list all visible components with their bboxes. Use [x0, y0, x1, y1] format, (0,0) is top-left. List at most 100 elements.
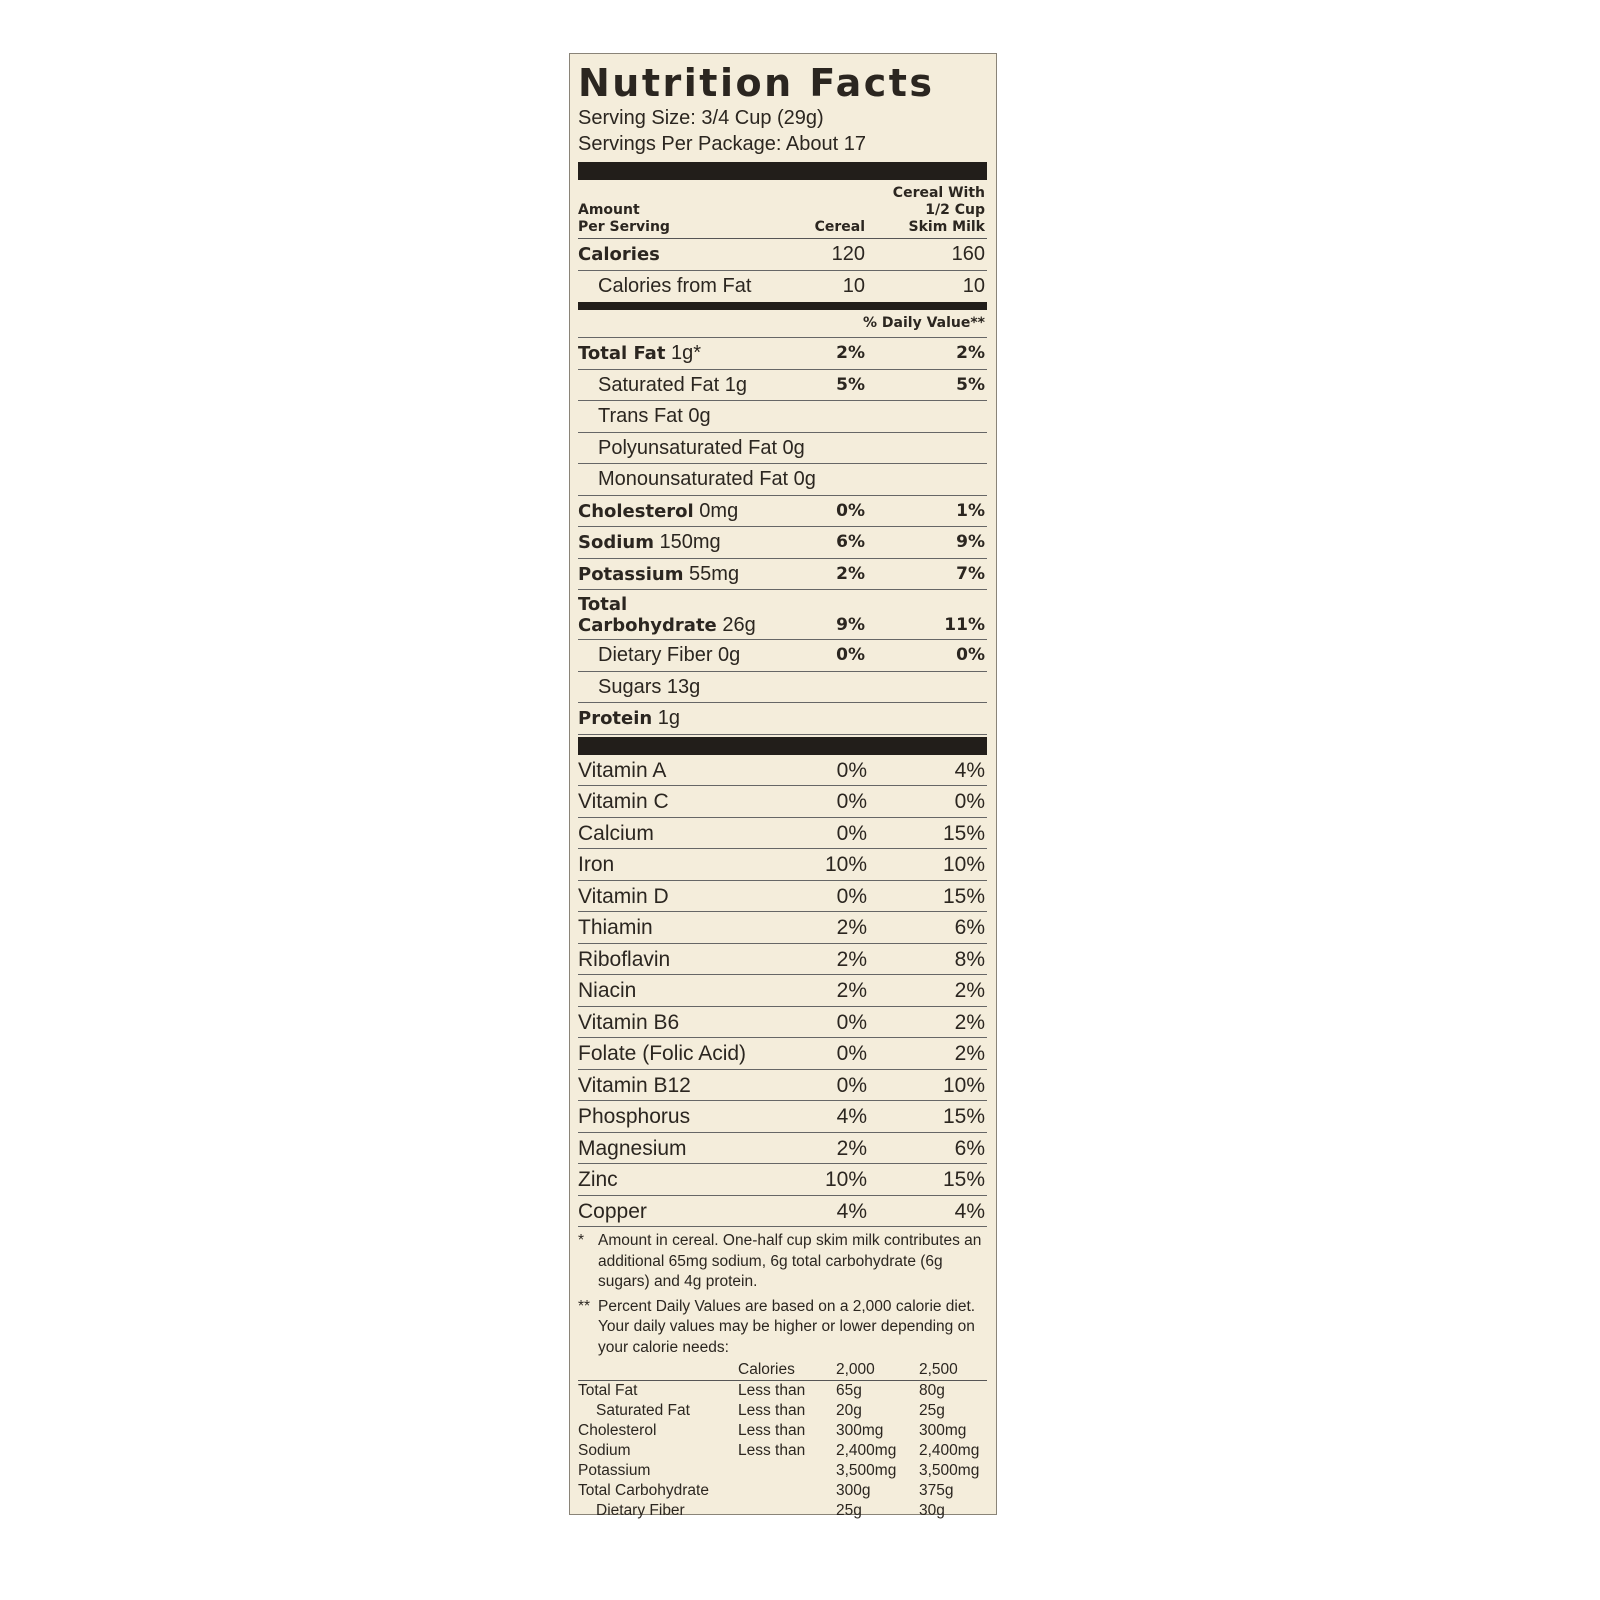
vitamin-name: Folate (Folic Acid)	[578, 1042, 747, 1065]
vitamin-row: Vitamin B12 0% 10%	[578, 1070, 987, 1101]
milk-dv: 5%	[956, 374, 985, 395]
vitamin-name: Iron	[578, 853, 615, 876]
vitamin-row: Niacin 2% 2%	[578, 975, 987, 1007]
milk-dv: 6%	[954, 1136, 985, 1160]
vitamin-row: Riboflavin 2% 8%	[578, 944, 987, 975]
daily-value-header: % Daily Value**	[578, 310, 987, 338]
footnote: * Amount in cereal. One-half cup skim mil…	[578, 1232, 982, 1290]
dv-table-row: Total Fat Less than 65g 80g	[578, 1382, 945, 1399]
cereal-dv: 2%	[836, 979, 867, 1002]
dv-table-row: Saturated Fat Less than 20g 25g	[596, 1402, 945, 1419]
vitamin-row: Zinc 10% 15%	[578, 1164, 987, 1196]
vitamin-row: Vitamin D 0% 15%	[578, 881, 987, 912]
divider-thick	[578, 736, 987, 755]
milk-dv: 6%	[954, 916, 985, 939]
milk-dv: 2%	[954, 1010, 985, 1034]
vitamin-row: Vitamin B6 0% 2%	[578, 1007, 987, 1038]
cereal-dv: 4%	[836, 1199, 867, 1223]
vitamin-name: Zinc	[578, 1168, 618, 1191]
calories-row: Calories 120 160	[578, 239, 987, 271]
milk-dv: 11%	[944, 615, 985, 635]
cereal-dv: 4%	[836, 1105, 867, 1128]
vitamin-name: Vitamin D	[578, 884, 669, 908]
vitamin-row: Vitamin A 0% 4%	[578, 755, 987, 786]
label-title: Nutrition Facts	[578, 61, 935, 105]
daily-value-reference-table: Calories 2,000 2,500 Total Fat Less than 65g 8…	[578, 1360, 987, 1521]
nutrient-row: Sodium 150mg 6% 9%	[578, 527, 987, 559]
nutrient-row: Monounsaturated Fat 0g	[578, 464, 987, 496]
nutrient-row: Protein 1g	[578, 703, 987, 735]
nutrient-name: Saturated Fat 1g	[598, 373, 747, 396]
nutrient-row: Cholesterol 0mg 0% 1%	[578, 496, 987, 527]
nutrient-name: Sugars 13g	[598, 675, 701, 698]
column-header: Amount Per Serving Cereal Cereal With 1/2 …	[578, 180, 987, 239]
cereal-dv: 0%	[836, 500, 865, 521]
nutrient-name: Cholesterol 0mg	[578, 499, 739, 522]
milk-dv: 0%	[954, 790, 985, 813]
cereal-dv: 2%	[836, 343, 865, 363]
vitamin-row: Magnesium 2% 6%	[578, 1133, 987, 1164]
cereal-dv: 2%	[836, 947, 867, 971]
milk-dv: 15%	[942, 1168, 985, 1191]
vitamin-row: Iron 10% 10%	[578, 849, 987, 881]
cereal-dv: 0%	[836, 790, 867, 813]
milk-dv: 2%	[954, 979, 985, 1002]
nutrient-name: Potassium 55mg	[578, 562, 740, 585]
vitamin-row: Phosphorus 4% 15%	[578, 1101, 987, 1133]
milk-dv: 1%	[956, 500, 985, 521]
calories-from-fat-row: Calories from Fat 10 10	[598, 274, 985, 297]
vitamin-name: Vitamin A	[578, 758, 667, 782]
nutrient-row: Sugars 13g	[578, 672, 987, 703]
vitamin-name: Niacin	[578, 979, 637, 1002]
cereal-dv: 9%	[836, 615, 865, 635]
dv-table-row: Dietary Fiber 25g 30g	[596, 1502, 945, 1519]
milk-dv: 7%	[956, 563, 985, 584]
dv-table-row: Potassium 3,500mg 3,500mg	[578, 1462, 980, 1479]
vitamin-name: Riboflavin	[578, 947, 671, 971]
vitamin-row: Thiamin 2% 6%	[578, 912, 987, 944]
nutrient-name: Sodium 150mg	[578, 531, 721, 553]
cereal-dv: 0%	[836, 1042, 867, 1065]
cereal-column-header: Cereal	[814, 219, 865, 235]
dv-table-row: Sodium Less than 2,400mg 2,400mg	[578, 1442, 980, 1459]
nutrient-name: Monounsaturated Fat 0g	[598, 468, 816, 490]
vitamin-name: Calcium	[578, 821, 654, 845]
milk-dv: 0%	[956, 645, 985, 665]
cereal-dv: 0%	[836, 1073, 867, 1097]
milk-dv: 8%	[954, 947, 985, 971]
cereal-dv: 0%	[836, 821, 867, 845]
nutrient-name: Polyunsaturated Fat 0g	[598, 436, 805, 459]
milk-dv: 10%	[942, 853, 985, 876]
nutrient-name: Protein 1g	[578, 707, 681, 729]
vitamin-row: Folate (Folic Acid) 0% 2%	[578, 1038, 987, 1070]
nutrient-name: Trans Fat 0g	[598, 405, 711, 427]
nutrient-list: Total Fat 1g* 2% 2% Saturated Fat 1g 5% 5% Tra…	[578, 338, 987, 735]
vitamin-name: Copper	[578, 1199, 647, 1223]
divider-medium	[578, 302, 987, 310]
nutrient-row: Total Fat 1g* 2% 2%	[578, 338, 987, 370]
nutrient-row: Total Carbohydrate 26g 9% 11%	[578, 590, 987, 640]
vitamin-name: Thiamin	[578, 916, 653, 939]
cereal-dv: 0%	[836, 884, 867, 908]
nutrient-row: Polyunsaturated Fat 0g	[578, 433, 987, 464]
footnote: ** Percent Daily Values are based on a 2,…	[578, 1297, 976, 1356]
cereal-dv: 2%	[836, 563, 865, 584]
nutrient-name: Total Carbohydrate 26g	[578, 594, 756, 636]
vitamin-row: Calcium 0% 15%	[578, 818, 987, 849]
cereal-dv: 10%	[824, 1168, 867, 1191]
cereal-dv: 6%	[836, 532, 865, 552]
milk-dv: 10%	[942, 1073, 985, 1097]
nutrient-row: Potassium 55mg 2% 7%	[578, 559, 987, 590]
vitamin-row: Copper 4% 4%	[578, 1196, 987, 1227]
nutrient-row: Saturated Fat 1g 5% 5%	[578, 370, 987, 401]
milk-dv: 9%	[956, 532, 985, 552]
dv-table-row: Total Carbohydrate 300g 375g	[578, 1482, 954, 1499]
per-serving-label: Per Serving	[578, 219, 670, 235]
vitamin-name: Magnesium	[578, 1136, 687, 1160]
cereal-dv: 2%	[836, 1136, 867, 1160]
vitamin-list: Vitamin A 0% 4% Vitamin C 0% 0% Calcium 0% 15% Ir…	[578, 755, 987, 1227]
vitamin-name: Vitamin B12	[578, 1073, 691, 1097]
serving-size: Serving Size: 3/4 Cup (29g)	[578, 107, 824, 129]
cereal-dv: 0%	[836, 1010, 867, 1034]
cereal-dv: 10%	[824, 853, 867, 876]
